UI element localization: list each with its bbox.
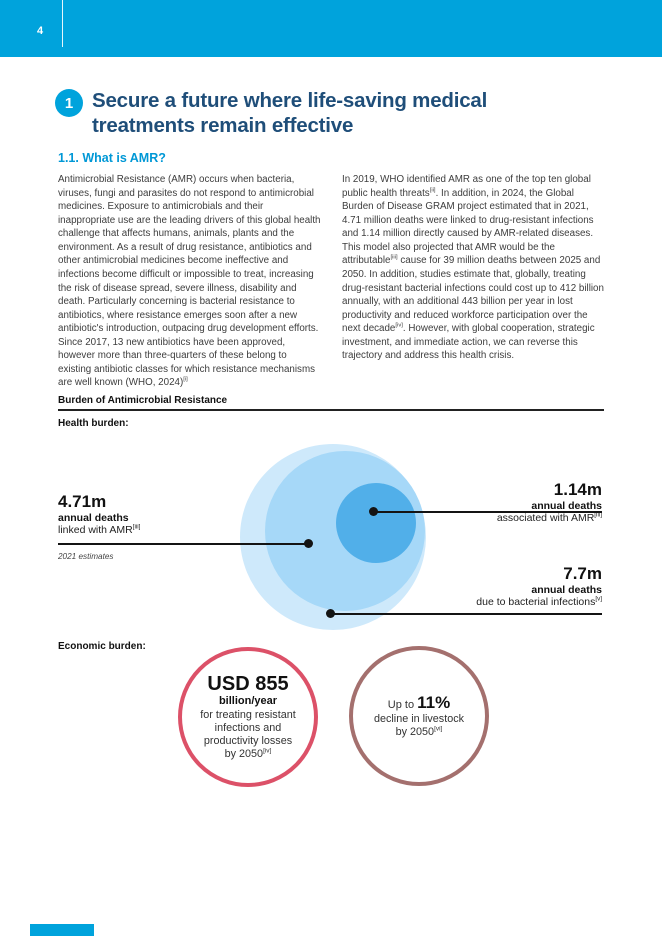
econ2-value: 11% [417, 692, 451, 712]
stat-associated-label: annual deaths [531, 499, 602, 512]
leader-line-linked [58, 543, 308, 545]
econ1-unit: billion/year [218, 694, 278, 707]
leader-line-bacterial [330, 613, 602, 615]
stat-linked-amr: 4.71m annual deaths linked with AMR[iii] [58, 492, 141, 537]
econ1-line-3: productivity losses [203, 734, 293, 747]
stat-bacterial-label: annual deaths [531, 583, 602, 596]
leader-dot-associated [369, 507, 378, 516]
page-number: 4 [37, 25, 44, 37]
stat-bacterial-infections: 7.7m annual deaths due to bacterial infe… [476, 564, 602, 609]
figure-title: Burden of Antimicrobial Resistance [58, 395, 228, 406]
econ2-line-1: decline in livestock [373, 712, 465, 725]
leader-dot-linked [304, 539, 313, 548]
econ1-line-2: infections and [214, 721, 282, 734]
stat-bacterial-value: 7.7m [563, 564, 602, 583]
econ2-prefix: Up to [387, 698, 418, 711]
econ1-value: USD 855 [207, 672, 289, 695]
estimates-note: 2021 estimates [58, 552, 114, 561]
econ2-line-2: by 2050[vi] [395, 725, 443, 738]
bubble-associated-amr [336, 483, 416, 563]
stat-associated-amr: 1.14m annual deaths associated with AMR[… [496, 480, 602, 525]
chapter-number-badge: 1 [55, 89, 83, 117]
economic-circle-livestock-decline: Up to 11% decline in livestock by 2050[v… [349, 646, 489, 786]
stat-linked-desc: linked with AMR[iii] [58, 523, 141, 537]
header-bar: 4 [0, 0, 662, 57]
stat-bacterial-desc: due to bacterial infections[v] [476, 595, 602, 609]
econ2-headline: Up to 11% [388, 693, 450, 713]
footer-accent-bar [30, 924, 94, 936]
leader-dot-bacterial [326, 609, 335, 618]
stat-linked-label: annual deaths [58, 511, 129, 524]
health-burden-label: Health burden: [58, 418, 129, 429]
econ1-line-1: for treating resistant [200, 708, 296, 721]
stat-linked-value: 4.71m [58, 492, 107, 511]
header-divider-line [62, 0, 63, 47]
section-heading: 1.1. What is AMR? [58, 151, 166, 165]
body-columns: Antimicrobial Resistance (AMR) occurs wh… [58, 173, 606, 390]
chapter-title: Secure a future where life-saving medica… [92, 88, 487, 138]
figure-rule [58, 409, 604, 411]
economic-burden-label: Economic burden: [58, 641, 146, 652]
chapter-title-line-2: treatments remain effective [92, 114, 354, 137]
leader-line-associated [373, 511, 602, 513]
body-right-column: In 2019, WHO identified AMR as one of th… [342, 174, 604, 362]
stat-associated-desc: associated with AMR[iii] [496, 511, 602, 525]
body-left-column: Antimicrobial Resistance (AMR) occurs wh… [58, 174, 321, 389]
economic-circle-treatment-cost: USD 855 billion/year for treating resist… [178, 647, 318, 787]
econ1-line-4: by 2050[iv] [224, 747, 272, 761]
chapter-title-line-1: Secure a future where life-saving medica… [92, 89, 488, 112]
stat-associated-value: 1.14m [553, 480, 602, 499]
